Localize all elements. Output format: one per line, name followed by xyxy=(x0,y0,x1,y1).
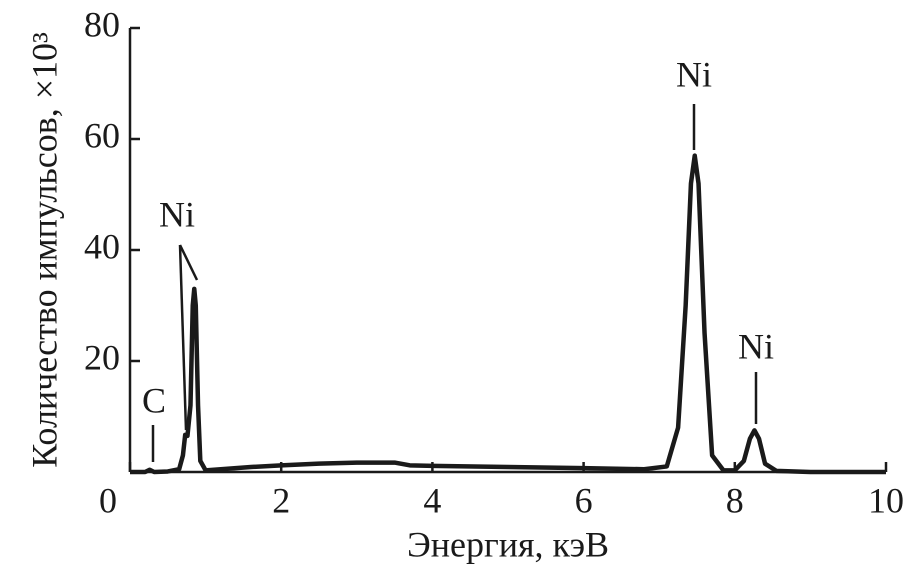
x-tick-label: 2 xyxy=(272,480,290,520)
y-tick-label: 60 xyxy=(84,115,120,155)
annotation: Ni xyxy=(738,326,774,366)
annotation-leader xyxy=(178,244,199,281)
x-tick-label: 6 xyxy=(575,480,593,520)
annotation-leader xyxy=(178,244,188,431)
annotation: C xyxy=(142,380,166,420)
x-tick-label: 10 xyxy=(868,480,904,520)
annotation: Ni xyxy=(159,194,195,234)
annotation: Ni xyxy=(676,54,712,94)
y-tick-label: 20 xyxy=(84,337,120,377)
spectrum-line xyxy=(130,153,886,475)
y-tick-label: 80 xyxy=(84,4,120,44)
y-axis-title: Количество импульсов, ×10³ xyxy=(24,32,64,468)
x-tick-label: 0 xyxy=(99,480,117,520)
x-axis-title: Энергия, кэВ xyxy=(407,524,609,564)
y-tick-label: 40 xyxy=(84,226,120,266)
x-tick-label: 8 xyxy=(726,480,744,520)
x-tick-label: 4 xyxy=(423,480,441,520)
